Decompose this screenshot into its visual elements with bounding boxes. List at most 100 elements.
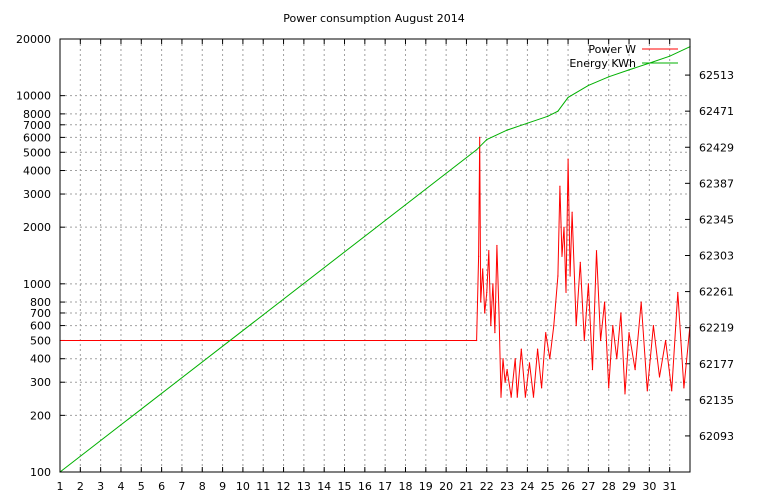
- data-point: [520, 348, 522, 350]
- data-point: [476, 339, 478, 342]
- data-point: [559, 185, 561, 187]
- data-point: [479, 136, 481, 138]
- data-point: [575, 324, 577, 327]
- x-tick-label: 26: [561, 480, 575, 493]
- x-tick-label: 27: [581, 480, 595, 493]
- data-point: [567, 96, 569, 99]
- data-point: [669, 55, 671, 57]
- x-tick-label: 17: [378, 480, 392, 493]
- y2-tick-label: 62261: [699, 286, 734, 299]
- x-tick-label: 5: [138, 480, 145, 493]
- y-tick-label: 700: [30, 307, 51, 320]
- data-point: [583, 339, 585, 342]
- data-point: [482, 268, 484, 270]
- data-point: [536, 348, 539, 350]
- data-point: [587, 84, 589, 86]
- data-point: [567, 158, 569, 160]
- data-point: [612, 324, 614, 327]
- data-point: [514, 358, 516, 360]
- data-point: [595, 250, 598, 252]
- data-point: [488, 250, 490, 252]
- series-line-power: [60, 137, 691, 398]
- data-point: [486, 138, 488, 141]
- x-tick-label: 16: [358, 480, 372, 493]
- x-tick-label: 21: [459, 480, 473, 493]
- data-point: [620, 312, 622, 314]
- y-tick-label: 200: [30, 409, 51, 422]
- data-point: [652, 324, 655, 327]
- y2-tick-label: 62429: [699, 141, 734, 154]
- data-point: [524, 396, 526, 398]
- y-tick-label: 500: [30, 334, 51, 347]
- data-point: [608, 387, 610, 389]
- y-tick-label: 800: [30, 296, 51, 309]
- data-point: [500, 396, 502, 398]
- data-point: [516, 396, 518, 398]
- axis-ticks: 1 2 3 4 5 6 7 8 9 10 11 12 13 14 15 16 17 18 19 20 21 22 23 24 2…: [16, 33, 734, 493]
- data-point: [565, 291, 567, 294]
- data-point: [569, 275, 571, 277]
- y2-tick-label: 62345: [699, 213, 734, 226]
- x-tick-label: 7: [178, 480, 185, 493]
- data-point: [553, 324, 555, 327]
- data-point: [563, 226, 565, 228]
- data-point: [496, 244, 498, 247]
- data-point: [526, 122, 529, 124]
- data-point: [541, 387, 543, 389]
- x-tick-label: 14: [317, 480, 331, 493]
- y-tick-label: 2000: [23, 221, 51, 234]
- y2-tick-label: 62219: [699, 322, 734, 335]
- y-tick-label: 8000: [23, 108, 51, 121]
- data-point: [604, 301, 606, 303]
- data-point: [504, 381, 506, 383]
- y2-tick-label: 62177: [699, 358, 734, 371]
- data-point: [528, 362, 531, 364]
- y2-tick-label: 62513: [699, 69, 734, 82]
- x-tick-label: 29: [622, 480, 636, 493]
- data-point: [510, 396, 512, 398]
- x-tick-label: 28: [602, 480, 616, 493]
- y-tick-label: 300: [30, 376, 51, 389]
- data-point: [587, 283, 589, 285]
- x-tick-label: 2: [77, 480, 84, 493]
- y2-tick-label: 62387: [699, 177, 734, 190]
- data-point: [579, 261, 581, 263]
- data-point: [506, 129, 508, 131]
- data-point: [478, 255, 480, 257]
- data-point: [532, 396, 535, 398]
- data-series: [59, 46, 691, 473]
- y-tick-label: 5000: [23, 146, 51, 159]
- x-tick-label: 11: [256, 480, 270, 493]
- legend-label: Power W: [588, 43, 636, 56]
- x-tick-label: 15: [338, 480, 352, 493]
- x-tick-label: 10: [236, 480, 250, 493]
- x-tick-label: 9: [219, 480, 226, 493]
- chart-title: Power consumption August 2014: [283, 12, 464, 25]
- x-tick-label: 31: [663, 480, 677, 493]
- grid-lines: [60, 39, 690, 472]
- x-tick-label: 30: [642, 480, 656, 493]
- data-point: [665, 339, 667, 342]
- data-point: [547, 115, 549, 117]
- data-point: [677, 291, 679, 294]
- data-point: [506, 369, 508, 371]
- x-tick-label: 1: [57, 480, 64, 493]
- data-point: [608, 76, 610, 78]
- data-point: [591, 369, 594, 371]
- data-point: [486, 291, 488, 294]
- data-point: [561, 255, 563, 257]
- x-tick-label: 13: [297, 480, 311, 493]
- x-tick-label: 4: [117, 480, 124, 493]
- data-point: [628, 69, 630, 71]
- x-tick-label: 25: [541, 480, 555, 493]
- data-point: [492, 283, 494, 285]
- y-tick-label: 400: [30, 353, 51, 366]
- y2-tick-label: 62303: [699, 250, 734, 263]
- series-line-energy: [59, 46, 691, 473]
- y-tick-label: 600: [30, 320, 51, 333]
- data-point: [484, 312, 486, 314]
- data-point: [502, 358, 504, 360]
- data-point: [634, 369, 636, 371]
- data-point: [549, 358, 551, 360]
